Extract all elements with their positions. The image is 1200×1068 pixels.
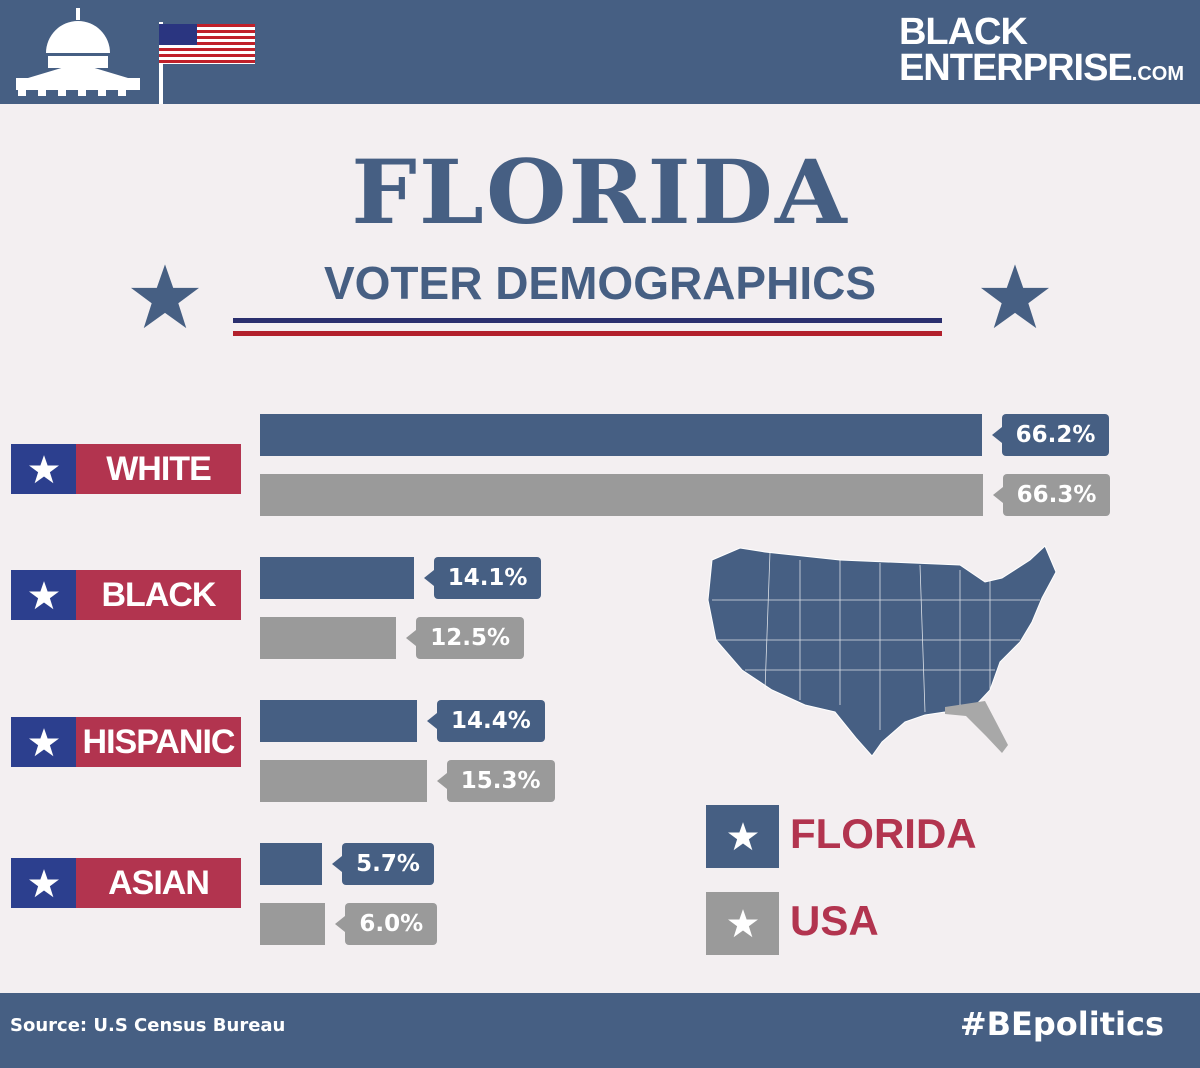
category-name: WHITE (76, 444, 241, 494)
capitol-icon (16, 8, 140, 96)
category-name: ASIAN (76, 858, 241, 908)
data-label: 14.4% (426, 700, 545, 742)
florida-state (945, 701, 1008, 753)
label-star-box (11, 570, 76, 620)
usa-states (707, 545, 1057, 757)
bar-florida-white (260, 414, 982, 456)
category-label: HISPANIC (11, 717, 241, 767)
us-map (707, 545, 1057, 757)
legend-usa-swatch (706, 892, 779, 955)
star-icon (28, 580, 59, 609)
data-label: 15.3% (436, 760, 555, 802)
data-label: 14.1% (423, 557, 542, 599)
star-icon (28, 868, 59, 897)
bar-florida-hispanic (260, 700, 417, 742)
bar-usa-hispanic (260, 760, 427, 802)
star-icon (727, 822, 758, 851)
hashtag: #BEpolitics (959, 1005, 1164, 1043)
category-label: BLACK (11, 570, 241, 620)
legend-usa-label: USA (790, 897, 879, 944)
bar-florida-asian (260, 843, 323, 885)
logo-suffix: .COM (1131, 63, 1184, 85)
data-label: 66.3% (992, 474, 1111, 516)
data-label: 12.5% (406, 617, 525, 659)
star-icon (131, 264, 199, 329)
star-icon (981, 264, 1049, 329)
source-text: Source: U.S Census Bureau (10, 1015, 286, 1036)
star-icon (727, 909, 758, 938)
label-star-box (11, 717, 76, 767)
black-enterprise-logo: BLACK ENTERPRISE.COM (898, 11, 1184, 92)
page-title: FLORIDA (351, 140, 849, 244)
subtitle: VOTER DEMOGRAPHICS (323, 257, 877, 309)
bar-usa-asian (260, 903, 326, 945)
star-icon (28, 727, 59, 756)
category-label: ASIAN (11, 858, 241, 908)
label-star-box (11, 444, 76, 494)
header: BLACK ENTERPRISE.COM (0, 0, 1200, 104)
data-label: 6.0% (335, 903, 438, 945)
logo-line1: BLACK (898, 11, 1028, 53)
bar-florida-black (260, 557, 414, 599)
legend-florida-swatch (706, 805, 779, 868)
label-star-box (11, 858, 76, 908)
data-label: 5.7% (332, 843, 434, 885)
category-name: BLACK (76, 570, 241, 620)
footer: Source: U.S Census Bureau #BEpolitics (0, 993, 1200, 1068)
bar-usa-white (260, 474, 983, 516)
data-label: 66.2% (991, 414, 1110, 456)
us-flag-icon (159, 22, 255, 104)
divider-red (233, 331, 942, 336)
bar-usa-black (260, 617, 397, 659)
divider-navy (233, 318, 942, 323)
star-icon (28, 454, 59, 483)
legend-florida-label: FLORIDA (790, 810, 977, 857)
logo-line2: ENTERPRISE (898, 47, 1133, 89)
category-name: HISPANIC (76, 717, 241, 767)
category-label: WHITE (11, 444, 241, 494)
